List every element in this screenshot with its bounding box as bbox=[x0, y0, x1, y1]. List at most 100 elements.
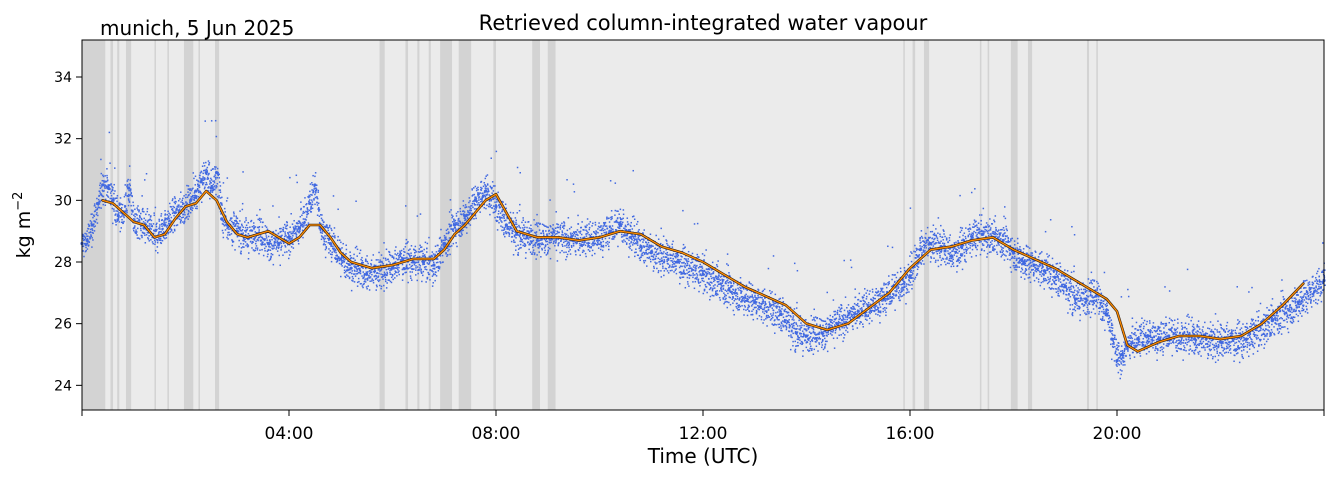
data-point bbox=[636, 238, 638, 240]
data-point bbox=[545, 254, 548, 256]
data-point bbox=[584, 226, 587, 229]
data-point bbox=[801, 343, 803, 346]
data-point bbox=[761, 301, 764, 303]
data-point bbox=[96, 203, 99, 206]
data-point bbox=[728, 287, 730, 289]
data-point bbox=[460, 230, 462, 233]
data-point bbox=[172, 205, 174, 208]
data-point bbox=[288, 231, 291, 233]
data-point bbox=[601, 245, 604, 248]
data-point bbox=[90, 221, 93, 223]
data-point bbox=[221, 223, 224, 225]
data-point bbox=[83, 235, 86, 238]
data-point bbox=[710, 275, 712, 278]
data-point bbox=[414, 254, 417, 257]
data-point bbox=[277, 244, 279, 247]
data-point bbox=[737, 306, 740, 309]
data-point bbox=[300, 207, 302, 210]
data-point bbox=[548, 232, 550, 235]
data-point bbox=[717, 278, 719, 280]
data-point bbox=[226, 197, 229, 199]
data-point bbox=[333, 250, 335, 252]
data-point bbox=[445, 252, 447, 254]
data-point bbox=[128, 165, 131, 167]
data-point bbox=[581, 221, 583, 223]
data-point bbox=[366, 255, 368, 257]
data-point bbox=[253, 226, 256, 229]
data-point bbox=[150, 219, 153, 222]
data-point bbox=[173, 196, 176, 198]
data-point bbox=[563, 221, 565, 223]
data-point bbox=[113, 210, 115, 212]
data-point bbox=[399, 252, 402, 255]
data-point bbox=[563, 225, 566, 227]
data-point bbox=[518, 226, 521, 228]
data-point bbox=[523, 224, 525, 226]
data-point bbox=[164, 210, 166, 212]
data-point bbox=[740, 301, 743, 303]
data-point bbox=[331, 247, 334, 250]
data-point bbox=[145, 173, 148, 175]
data-point bbox=[767, 306, 770, 309]
data-point bbox=[730, 285, 733, 287]
data-point bbox=[302, 210, 305, 213]
data-point bbox=[189, 201, 191, 204]
data-point bbox=[241, 230, 243, 232]
data-point bbox=[359, 269, 361, 272]
data-point bbox=[87, 228, 90, 230]
data-point bbox=[721, 278, 723, 281]
data-point bbox=[281, 234, 283, 237]
data-point bbox=[491, 181, 494, 183]
data-point bbox=[795, 328, 797, 330]
data-point bbox=[394, 253, 396, 255]
data-point bbox=[727, 292, 729, 295]
data-point bbox=[83, 238, 86, 241]
data-point bbox=[573, 191, 576, 193]
data-point bbox=[667, 263, 669, 265]
data-point bbox=[636, 240, 638, 242]
data-point bbox=[496, 199, 498, 201]
data-point bbox=[204, 120, 206, 122]
data-point bbox=[622, 241, 624, 243]
data-point bbox=[486, 194, 488, 196]
data-point bbox=[764, 303, 767, 306]
data-point bbox=[446, 255, 448, 257]
data-point bbox=[256, 249, 259, 251]
data-point bbox=[662, 265, 664, 267]
data-point bbox=[634, 251, 636, 254]
data-point bbox=[522, 244, 524, 247]
data-point bbox=[744, 299, 747, 302]
data-point bbox=[787, 311, 790, 314]
data-point bbox=[318, 207, 320, 209]
data-point bbox=[669, 254, 672, 256]
data-point bbox=[647, 239, 649, 242]
data-point bbox=[605, 242, 607, 244]
data-point bbox=[401, 260, 403, 262]
data-point bbox=[522, 229, 525, 231]
data-point bbox=[330, 227, 332, 230]
data-point bbox=[158, 227, 160, 230]
data-point bbox=[505, 223, 508, 225]
data-point bbox=[345, 262, 348, 265]
data-point bbox=[739, 287, 742, 290]
data-point bbox=[754, 294, 756, 297]
data-point bbox=[575, 253, 577, 256]
data-point bbox=[110, 197, 113, 200]
data-point bbox=[623, 235, 626, 237]
data-point bbox=[404, 246, 407, 248]
data-point bbox=[854, 308, 856, 311]
data-point bbox=[129, 184, 131, 187]
data-point bbox=[197, 191, 200, 194]
data-point bbox=[173, 201, 176, 204]
data-point bbox=[442, 261, 444, 263]
data-point bbox=[710, 277, 713, 280]
data-point bbox=[463, 222, 466, 224]
data-point bbox=[407, 261, 409, 263]
data-point bbox=[259, 235, 262, 237]
data-point bbox=[421, 250, 424, 252]
data-point bbox=[605, 225, 608, 227]
data-point bbox=[136, 214, 138, 216]
data-point bbox=[592, 244, 594, 247]
data-point bbox=[476, 203, 479, 206]
data-point bbox=[455, 230, 457, 232]
